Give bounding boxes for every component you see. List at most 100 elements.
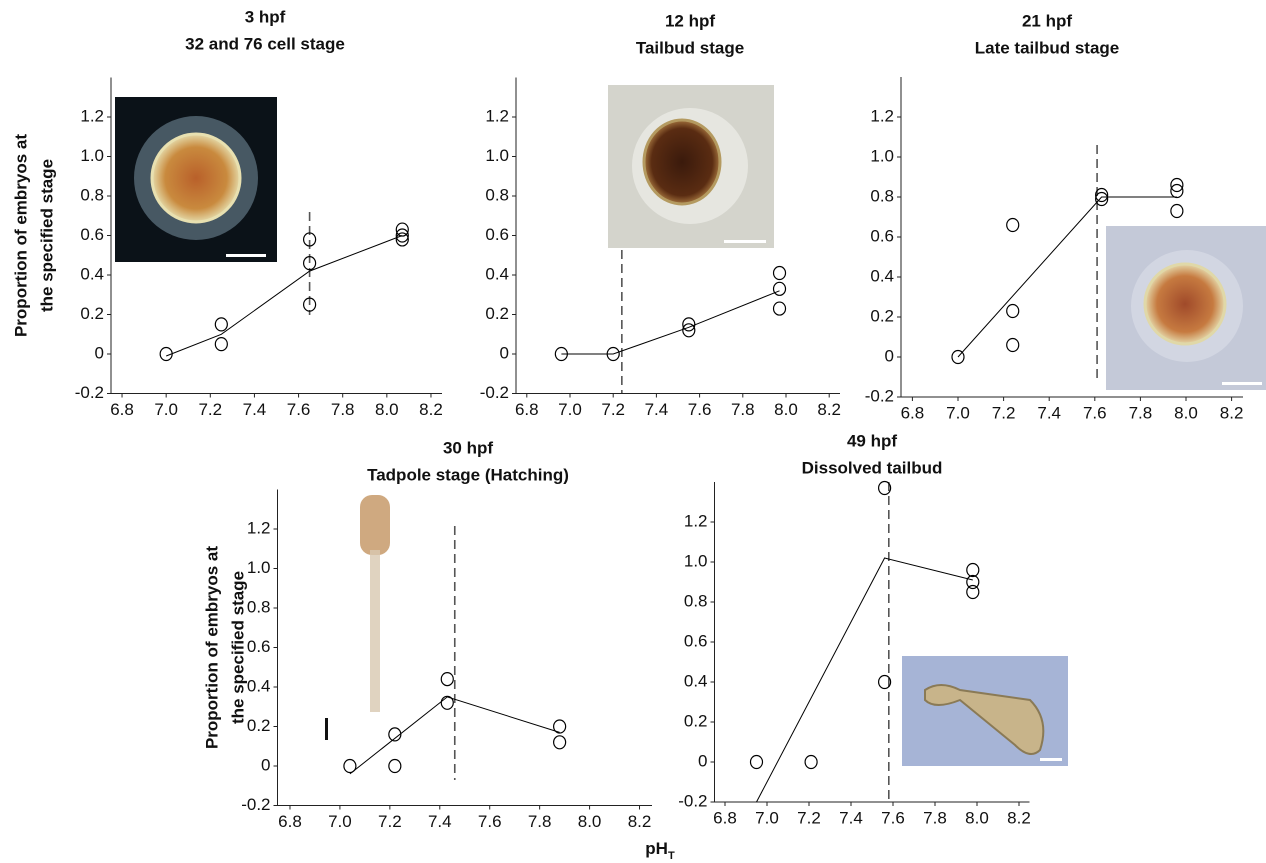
data-point — [1006, 217, 1020, 233]
data-point — [804, 754, 818, 770]
mean-line — [957, 196, 1177, 358]
data-point — [395, 232, 409, 247]
y-tick-label: 0.4 — [247, 676, 271, 695]
data-point — [1170, 177, 1184, 193]
x-tick-label: 7.2 — [797, 808, 821, 827]
x-tick-label: 8.2 — [1007, 808, 1031, 827]
panel: 3 hpf 32 and 76 cell stage Proportion of e… — [11, 7, 442, 419]
data-point — [303, 297, 317, 312]
y-axis-label: the specified stage — [228, 571, 247, 724]
x-tick-label: 8.0 — [965, 808, 989, 827]
x-tick-label: 7.4 — [645, 400, 669, 419]
x-tick-label: 6.8 — [901, 403, 925, 422]
data-point — [303, 232, 317, 247]
x-tick-label: 7.6 — [287, 400, 311, 419]
panel: 30 hpf Tadpole stage (Hatching) Proportion… — [202, 438, 652, 831]
chart-subtitle: Tadpole stage (Hatching) — [367, 465, 569, 484]
chart-title: 21 hpf — [1022, 11, 1072, 30]
y-tick-label: 1.0 — [870, 146, 894, 165]
y-tick-label: 0.2 — [247, 716, 271, 735]
chart-title: 30 hpf — [443, 438, 493, 457]
data-point — [1095, 191, 1109, 207]
y-tick-label: 0 — [261, 755, 270, 774]
y-tick-label: 1.2 — [684, 511, 708, 530]
y-tick-label: 1.0 — [485, 146, 509, 165]
data-point — [214, 317, 228, 332]
y-tick-label: 0.8 — [80, 185, 104, 204]
panel: 21 hpf Late tailbud stage -0.2 0 0.2 0.4 0.6 0.… — [865, 11, 1244, 422]
chart-title: 12 hpf — [665, 11, 715, 30]
data-point — [303, 256, 317, 271]
y-tick-label: 0.6 — [870, 226, 894, 245]
data-point — [682, 317, 696, 332]
x-tick-label: 7.6 — [478, 812, 502, 831]
x-tick-label: 7.0 — [755, 808, 779, 827]
x-axis-label: pHT — [645, 839, 675, 861]
y-tick-label: 1.0 — [80, 146, 104, 165]
chart-subtitle: Late tailbud stage — [975, 38, 1120, 57]
x-tick-label: 7.2 — [378, 812, 402, 831]
y-axis-label: Proportion of embryos at — [202, 546, 221, 749]
x-axis-label-subscript: T — [668, 850, 675, 862]
data-point — [388, 758, 402, 774]
x-tick-label: 7.0 — [946, 403, 970, 422]
y-axis-label: the specified stage — [37, 159, 56, 312]
y-tick-label: 0.2 — [684, 711, 708, 730]
data-point — [214, 337, 228, 352]
x-tick-label: 7.4 — [243, 400, 267, 419]
panel: 49 hpf Dissolved tailbud -0.2 0 0.2 0.4 0.6 0.8… — [678, 431, 1031, 827]
data-point — [159, 346, 173, 362]
panel: 12 hpf Tailbud stage -0.2 0 0.2 0.4 0.6 0.8 1.0 1… — [480, 11, 841, 419]
x-tick-label: 8.2 — [817, 400, 841, 419]
y-tick-label: 0.4 — [485, 264, 509, 283]
x-tick-label: 7.8 — [1129, 403, 1153, 422]
x-tick-label: 8.2 — [1220, 403, 1244, 422]
x-tick-label: 7.2 — [992, 403, 1016, 422]
data-point — [440, 695, 454, 710]
data-point — [951, 349, 965, 365]
data-point — [966, 574, 980, 590]
y-tick-label: 0.8 — [247, 597, 271, 616]
x-tick-label: 8.0 — [375, 400, 399, 419]
x-tick-label: 6.8 — [110, 400, 134, 419]
x-tick-label: 7.4 — [428, 812, 452, 831]
y-tick-label: 0.6 — [485, 225, 509, 244]
y-tick-label: -0.2 — [678, 791, 707, 810]
y-tick-label: 0.2 — [80, 304, 104, 323]
data-point — [966, 562, 980, 578]
y-tick-label: 0.2 — [485, 304, 509, 323]
y-tick-label: 0.8 — [870, 186, 894, 205]
photo-inset — [325, 495, 390, 740]
data-point — [772, 301, 787, 316]
data-point — [388, 727, 402, 742]
data-point — [966, 584, 980, 600]
data-point — [1170, 203, 1184, 219]
data-point — [553, 735, 567, 750]
x-tick-label: 7.0 — [154, 400, 178, 419]
data-point — [606, 346, 620, 362]
data-point — [877, 480, 892, 496]
chart-title: 3 hpf — [245, 7, 286, 26]
photo-inset — [608, 85, 774, 248]
data-point — [553, 719, 567, 734]
x-tick-label: 7.6 — [1083, 403, 1107, 422]
y-axis-label: Proportion of embryos at — [11, 134, 30, 337]
y-tick-label: 0.4 — [80, 264, 104, 283]
x-tick-label: 8.0 — [1174, 403, 1198, 422]
x-tick-label: 7.8 — [528, 812, 552, 831]
data-point — [749, 754, 764, 770]
y-tick-label: -0.2 — [480, 383, 509, 402]
data-point — [1095, 187, 1109, 203]
x-tick-label: 7.6 — [688, 400, 712, 419]
data-point — [395, 228, 409, 243]
y-tick-label: 1.2 — [485, 106, 509, 125]
data-point — [554, 346, 568, 362]
data-point — [395, 222, 409, 237]
photo-inset — [902, 656, 1068, 766]
y-tick-label: 0.6 — [684, 631, 708, 650]
data-point — [877, 674, 892, 690]
y-tick-label: -0.2 — [75, 383, 104, 402]
x-tick-label: 7.8 — [331, 400, 355, 419]
x-tick-label: 8.0 — [774, 400, 798, 419]
